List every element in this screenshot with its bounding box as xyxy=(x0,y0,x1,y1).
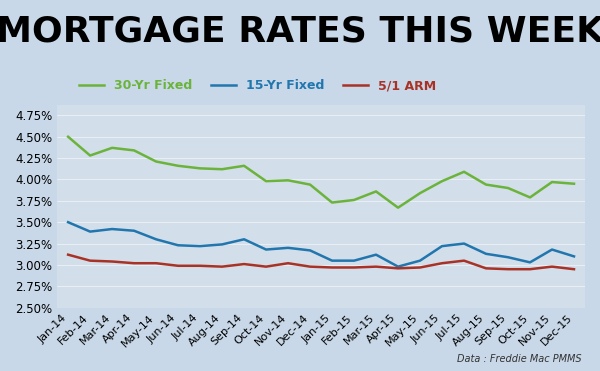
30-Yr Fixed xyxy=(439,179,446,183)
5/1 ARM xyxy=(373,265,380,269)
5/1 ARM xyxy=(130,261,137,265)
5/1 ARM xyxy=(350,265,358,270)
15-Yr Fixed xyxy=(373,252,380,257)
5/1 ARM xyxy=(262,265,269,269)
15-Yr Fixed xyxy=(526,260,533,265)
15-Yr Fixed xyxy=(241,237,248,242)
30-Yr Fixed xyxy=(460,170,467,174)
15-Yr Fixed xyxy=(505,255,512,259)
30-Yr Fixed xyxy=(109,146,116,150)
15-Yr Fixed xyxy=(152,237,160,242)
5/1 ARM xyxy=(571,267,578,272)
5/1 ARM xyxy=(505,267,512,272)
15-Yr Fixed xyxy=(262,247,269,252)
30-Yr Fixed xyxy=(196,166,203,171)
Line: 5/1 ARM: 5/1 ARM xyxy=(68,255,574,269)
15-Yr Fixed xyxy=(350,259,358,263)
30-Yr Fixed xyxy=(175,164,182,168)
30-Yr Fixed xyxy=(328,200,335,205)
5/1 ARM xyxy=(218,265,226,269)
30-Yr Fixed xyxy=(152,159,160,164)
30-Yr Fixed xyxy=(373,189,380,194)
15-Yr Fixed xyxy=(175,243,182,247)
30-Yr Fixed xyxy=(482,183,490,187)
15-Yr Fixed xyxy=(482,252,490,256)
5/1 ARM xyxy=(328,265,335,270)
Line: 30-Yr Fixed: 30-Yr Fixed xyxy=(68,137,574,208)
30-Yr Fixed xyxy=(241,164,248,168)
5/1 ARM xyxy=(175,263,182,268)
15-Yr Fixed xyxy=(196,244,203,248)
15-Yr Fixed xyxy=(439,244,446,248)
15-Yr Fixed xyxy=(416,259,424,263)
30-Yr Fixed xyxy=(350,198,358,202)
15-Yr Fixed xyxy=(394,265,401,269)
30-Yr Fixed xyxy=(262,179,269,183)
5/1 ARM xyxy=(307,265,314,269)
15-Yr Fixed xyxy=(571,254,578,259)
Line: 15-Yr Fixed: 15-Yr Fixed xyxy=(68,222,574,267)
30-Yr Fixed xyxy=(307,183,314,187)
15-Yr Fixed xyxy=(218,242,226,247)
30-Yr Fixed xyxy=(505,186,512,190)
15-Yr Fixed xyxy=(130,229,137,233)
30-Yr Fixed xyxy=(394,206,401,210)
5/1 ARM xyxy=(86,259,94,263)
5/1 ARM xyxy=(548,265,556,269)
5/1 ARM xyxy=(65,252,72,257)
30-Yr Fixed xyxy=(218,167,226,171)
15-Yr Fixed xyxy=(460,242,467,246)
5/1 ARM xyxy=(109,259,116,264)
5/1 ARM xyxy=(460,259,467,263)
5/1 ARM xyxy=(284,261,292,265)
Text: MORTGAGE RATES THIS WEEK: MORTGAGE RATES THIS WEEK xyxy=(0,15,600,49)
15-Yr Fixed xyxy=(65,220,72,224)
30-Yr Fixed xyxy=(65,135,72,139)
30-Yr Fixed xyxy=(571,181,578,186)
Text: Data : Freddie Mac PMMS: Data : Freddie Mac PMMS xyxy=(457,354,582,364)
15-Yr Fixed xyxy=(328,259,335,263)
30-Yr Fixed xyxy=(86,153,94,158)
5/1 ARM xyxy=(416,265,424,270)
5/1 ARM xyxy=(482,266,490,270)
30-Yr Fixed xyxy=(130,148,137,152)
30-Yr Fixed xyxy=(416,191,424,196)
15-Yr Fixed xyxy=(307,248,314,253)
15-Yr Fixed xyxy=(109,227,116,231)
15-Yr Fixed xyxy=(284,246,292,250)
5/1 ARM xyxy=(526,267,533,272)
5/1 ARM xyxy=(152,261,160,265)
Legend: 30-Yr Fixed, 15-Yr Fixed, 5/1 ARM: 30-Yr Fixed, 15-Yr Fixed, 5/1 ARM xyxy=(74,75,442,98)
30-Yr Fixed xyxy=(284,178,292,183)
15-Yr Fixed xyxy=(548,247,556,252)
30-Yr Fixed xyxy=(526,195,533,200)
5/1 ARM xyxy=(196,263,203,268)
15-Yr Fixed xyxy=(86,229,94,234)
5/1 ARM xyxy=(439,261,446,265)
30-Yr Fixed xyxy=(548,180,556,184)
5/1 ARM xyxy=(241,262,248,266)
5/1 ARM xyxy=(394,266,401,270)
